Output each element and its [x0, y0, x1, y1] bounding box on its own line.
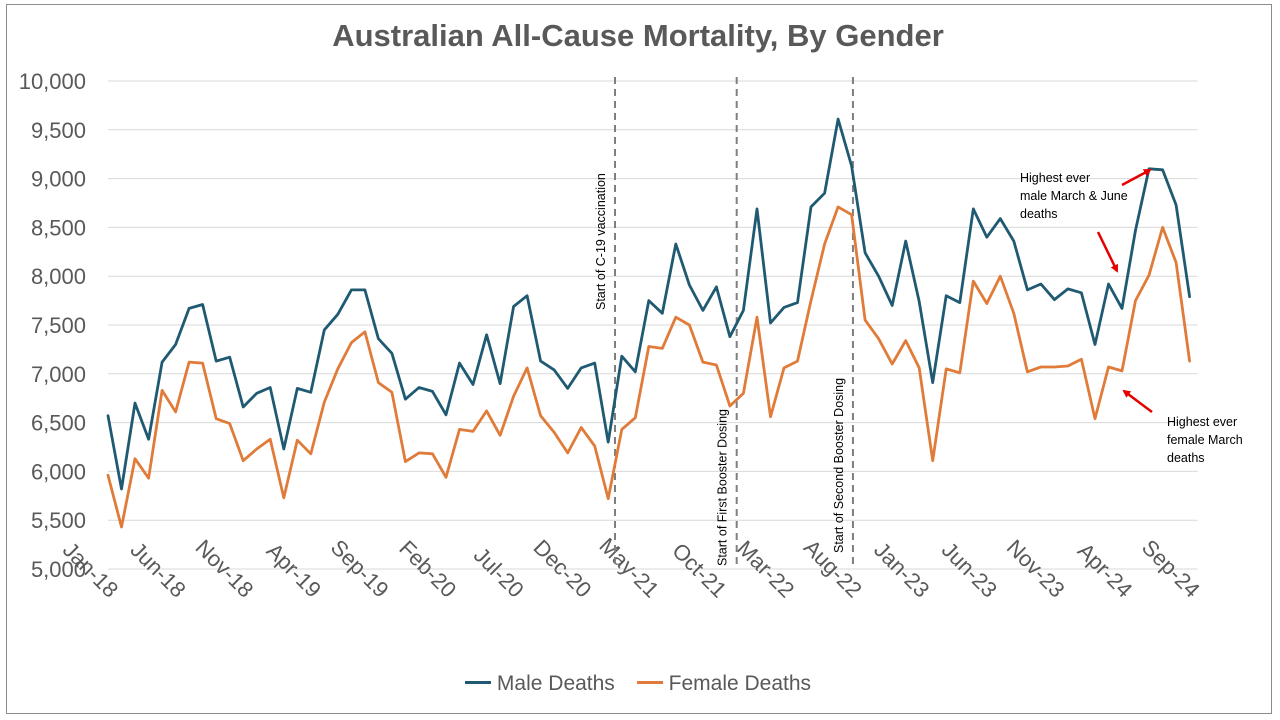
y-tick-label: 6,000 [31, 459, 86, 484]
legend-swatch-female [636, 680, 663, 684]
y-tick-label: 6,500 [31, 411, 86, 436]
y-tick-label: 7,000 [31, 362, 86, 387]
male-june-arrow [1121, 168, 1152, 187]
event-line-label: Start of First Booster Dosing [716, 409, 730, 566]
female-march-arrow [1122, 389, 1153, 413]
y-tick-label: 9,500 [31, 118, 86, 143]
female-annotation-line-2: female March [1167, 433, 1243, 447]
male-deaths-line [106, 117, 1191, 491]
y-tick-label: 5,000 [31, 557, 86, 582]
x-tick-label: Jan-23 [869, 537, 934, 602]
y-tick-label: 10,000 [19, 69, 86, 94]
x-tick-label: Jun-18 [126, 537, 191, 602]
male-march-arrow [1096, 231, 1119, 273]
y-tick-label: 8,500 [31, 215, 86, 240]
chart-legend: Male Deaths Female Deaths [0, 672, 1276, 696]
y-tick-label: 8,000 [31, 264, 86, 289]
male-annotation-line-2: male March & June [1020, 189, 1128, 203]
event-line-label: Start of C-19 vaccination [594, 173, 608, 310]
legend-label-female: Female Deaths [668, 672, 812, 695]
female-annotation-line-3: deaths [1167, 451, 1205, 465]
x-tick-label: Apr-19 [262, 538, 326, 602]
female-annotation-line-1: Highest ever [1167, 415, 1237, 429]
legend-swatch-male [464, 680, 491, 684]
legend-item-male: Male Deaths [464, 672, 615, 696]
event-line-label: Start of Second Booster Dosing [832, 378, 846, 553]
x-tick-label: Apr-24 [1073, 538, 1137, 602]
legend-label-male: Male Deaths [496, 672, 615, 695]
female-deaths-line [106, 205, 1191, 529]
x-tick-label: May-21 [595, 533, 665, 603]
chart-title: Australian All-Cause Mortality, By Gende… [332, 18, 944, 53]
y-tick-label: 9,000 [31, 167, 86, 192]
male-annotation-line-1: Highest ever [1020, 171, 1090, 185]
x-tick-label: Jul-20 [469, 542, 529, 602]
y-tick-label: 7,500 [31, 313, 86, 338]
male-annotation-line-3: deaths [1020, 207, 1058, 221]
legend-item-female: Female Deaths [636, 672, 812, 696]
y-tick-label: 5,500 [31, 508, 86, 533]
x-tick-label: Jun-23 [937, 537, 1002, 602]
